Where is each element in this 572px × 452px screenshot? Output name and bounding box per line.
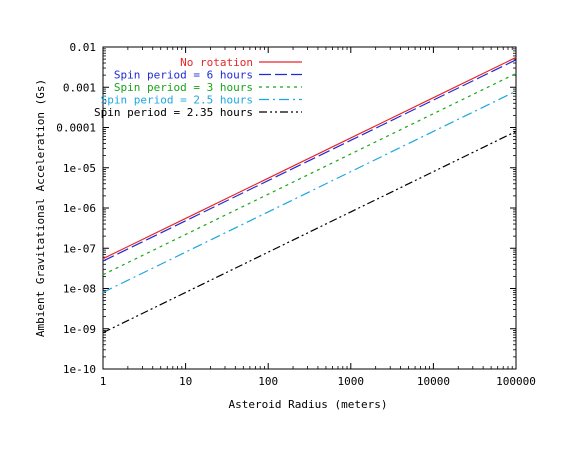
series-line-3 (102, 90, 517, 293)
x-tick-label: 1 (100, 375, 107, 388)
x-tick-label: 100000 (496, 375, 536, 388)
legend-label-4: Spin period = 2.35 hours (94, 106, 253, 119)
legend-label-0: No rotation (180, 56, 253, 69)
legend-label-1: Spin period = 6 hours (114, 69, 253, 82)
y-axis-label: Ambient Gravitational Acceleration (Gs) (34, 79, 47, 337)
x-tick-label: 10 (179, 375, 192, 388)
y-tick-label: 0.0001 (56, 122, 96, 135)
y-tick-label: 0.01 (70, 41, 97, 54)
series-line-0 (102, 56, 517, 260)
y-tick-label: 0.001 (63, 81, 96, 94)
series-line-1 (102, 59, 517, 262)
y-tick-label: 1e-05 (63, 162, 96, 175)
x-tick-label: 10000 (417, 375, 450, 388)
x-axis-label: Asteroid Radius (meters) (229, 398, 388, 411)
legend-label-2: Spin period = 3 hours (114, 81, 253, 94)
series-line-4 (102, 130, 517, 334)
y-tick-label: 1e-07 (63, 242, 96, 255)
y-tick-label: 1e-09 (63, 323, 96, 336)
y-tick-label: 1e-08 (63, 283, 96, 296)
y-tick-label: 1e-10 (63, 363, 96, 376)
x-tick-label: 100 (258, 375, 278, 388)
series-lines (102, 56, 517, 334)
axis-ticks: 1 10 100 1000 10000 100000 1e-10 1e-09 1e-08 1e-0… (56, 41, 536, 388)
x-tick-label: 1000 (338, 375, 365, 388)
legend-label-3: Spin period = 2.5 hours (101, 94, 253, 107)
y-tick-label: 1e-06 (63, 202, 96, 215)
